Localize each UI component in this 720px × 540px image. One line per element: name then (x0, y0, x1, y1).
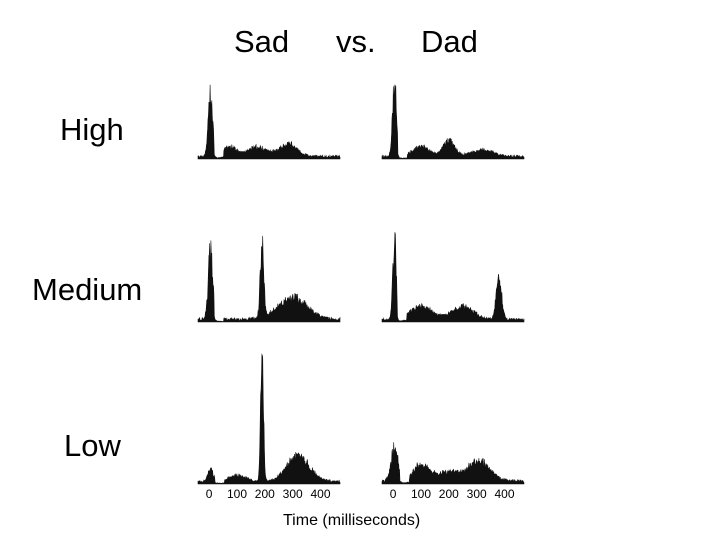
x-tick-label-dad-0: 0 (390, 487, 397, 501)
x-tick-label-sad-400: 400 (310, 487, 330, 501)
column-title-dad: Dad (421, 24, 478, 59)
row-label-high: High (60, 112, 124, 147)
column-title-sad: Sad (234, 24, 290, 59)
x-tick-label-sad-100: 100 (227, 487, 247, 501)
psth-sad-medium (197, 235, 341, 323)
x-tick-label-sad-200: 200 (255, 487, 275, 501)
x-tick-label-dad-100: 100 (411, 487, 431, 501)
row-label-medium: Medium (32, 272, 143, 307)
x-tick-label-dad-400: 400 (494, 487, 514, 501)
psth-dad-medium (381, 232, 525, 323)
psth-dad-high (381, 84, 525, 160)
x-axis-label: Time (milliseconds) (283, 512, 421, 529)
x-tick-label-dad-200: 200 (439, 487, 459, 501)
x-tick-label-dad-300: 300 (467, 487, 487, 501)
psth-sad-high (197, 84, 341, 160)
x-tick-label-sad-0: 0 (206, 487, 213, 501)
x-tick-label-sad-300: 300 (283, 487, 303, 501)
psth-sad-low (197, 353, 341, 485)
column-title-vs: vs. (336, 24, 376, 59)
psth-dad-low (381, 442, 525, 485)
row-label-low: Low (64, 428, 121, 463)
